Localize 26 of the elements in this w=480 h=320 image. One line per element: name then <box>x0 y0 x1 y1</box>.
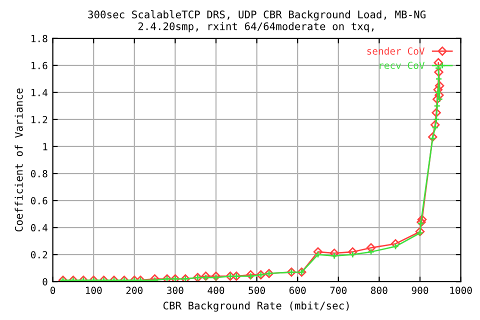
legend-label: recv CoV <box>380 62 425 70</box>
y-tick-label: 1.6 <box>32 62 48 70</box>
x-tick-label: 800 <box>371 286 388 294</box>
x-tick-label: 1000 <box>450 286 472 294</box>
x-tick-label: 0 <box>50 286 56 294</box>
legend-label: sender CoV <box>367 47 425 55</box>
y-tick-label: 1.4 <box>32 89 48 96</box>
y-tick-label: 0.4 <box>31 224 48 232</box>
chart-title: 300sec ScalableTCP DRS, UDP CBR Background Load, MB-NG 2.4.20smp, rxint 64/64moderate on txq, <box>88 10 426 32</box>
x-tick-label: 500 <box>248 286 265 294</box>
x-tick-label: 900 <box>412 286 428 294</box>
x-axis-title: CBR Background Rate (mbit/sec) <box>163 301 349 312</box>
x-tick-label: 600 <box>289 286 306 294</box>
y-tick-label: 1.2 <box>32 116 48 124</box>
y-tick-label: 1.8 <box>32 34 48 42</box>
y-axis-title: Coefficient of Variance <box>14 88 23 232</box>
x-tick-label: 400 <box>208 286 224 294</box>
y-tick-label: 0.8 <box>31 170 48 178</box>
y-tick-label: 0.2 <box>31 251 48 258</box>
x-tick-label: 300 <box>167 286 184 294</box>
x-tick-label: 200 <box>126 286 143 294</box>
x-tick-label: 100 <box>86 286 102 294</box>
y-tick-label: 0.6 <box>31 197 48 204</box>
y-tick-label: 1 <box>43 143 48 150</box>
x-tick-label: 700 <box>330 286 347 294</box>
y-tick-label: 0 <box>42 278 48 286</box>
